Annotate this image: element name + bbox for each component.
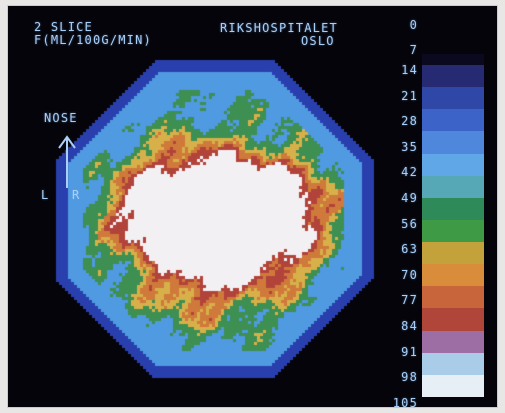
scale-swatch <box>422 153 484 176</box>
scale-label: 63 <box>401 242 418 257</box>
scale-swatch <box>422 286 484 309</box>
nose-label: NOSE <box>44 111 78 125</box>
scale-label: 70 <box>401 267 418 282</box>
scan-frame: 2 SLICE F(ML/100G/MIN) RIKSHOSPITALET OS… <box>8 6 497 410</box>
scale-label: 0 <box>409 18 418 32</box>
scale-label: 98 <box>401 370 418 385</box>
scale-label: 49 <box>401 191 418 205</box>
scale-swatch <box>422 308 484 331</box>
right-label: R <box>72 188 81 202</box>
scale-swatch <box>422 352 484 375</box>
scale-swatch <box>422 87 484 110</box>
perfusion-slice-image <box>8 6 497 407</box>
scale-label: 35 <box>401 139 418 154</box>
scale-label: 14 <box>401 63 418 77</box>
left-label: L <box>41 188 50 202</box>
color-scale-labels: 0 7 14 21 28 35 42 49 56 63 70 77 84 91 98 105 <box>348 6 418 410</box>
scale-label: 21 <box>401 88 418 103</box>
city-label: OSLO <box>301 34 335 48</box>
scale-label: 77 <box>401 293 418 308</box>
scale-swatch <box>422 54 484 66</box>
scale-swatch <box>422 219 484 243</box>
institution-label: RIKSHOSPITALET <box>220 21 338 35</box>
scale-swatch <box>422 330 484 353</box>
scale-label: 56 <box>401 216 418 231</box>
scale-swatch <box>422 242 484 265</box>
units-label: F(ML/100G/MIN) <box>34 33 152 47</box>
scale-label: 84 <box>401 319 418 333</box>
scale-swatch <box>422 197 484 220</box>
scale-swatch <box>422 175 484 198</box>
color-scale-bar <box>422 54 484 397</box>
scale-swatch <box>422 374 484 397</box>
scale-label: 105 <box>392 395 418 410</box>
scale-swatch <box>422 109 484 132</box>
scale-label: 91 <box>401 344 418 359</box>
scale-label: 28 <box>401 114 418 129</box>
scale-swatch <box>422 264 484 287</box>
scale-swatch <box>422 65 484 88</box>
orientation-arrow-icon <box>58 135 76 188</box>
scale-label: 42 <box>401 165 418 180</box>
slice-label: 2 SLICE <box>34 20 93 34</box>
scale-label: 7 <box>409 43 418 57</box>
scale-swatch <box>422 131 484 154</box>
